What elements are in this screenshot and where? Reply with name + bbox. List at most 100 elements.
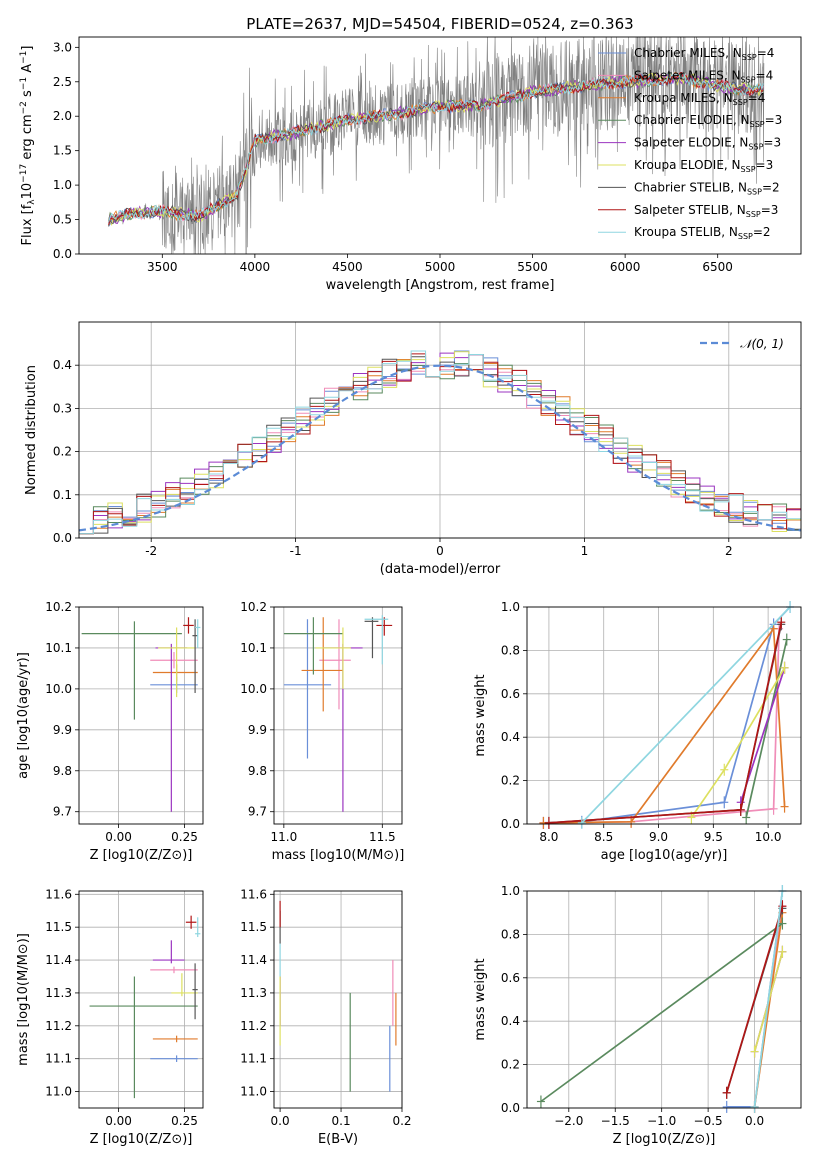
errorbar-kroupa-stelib xyxy=(195,917,201,938)
y-axis-label: mass weight xyxy=(473,958,488,1040)
y-tick-label: 11.2 xyxy=(45,1019,72,1033)
y-tick-label: 11.1 xyxy=(240,1052,267,1066)
y-tick-label: 0.2 xyxy=(53,445,72,459)
y-tick-label: 9.7 xyxy=(53,805,72,819)
mass-weight-line xyxy=(745,639,788,818)
normal-reference-curve xyxy=(78,364,802,532)
y-tick-label: 11.2 xyxy=(240,1019,267,1033)
errorbar-chabrier-stelib xyxy=(364,617,379,659)
x-axis-label: (data-model)/error xyxy=(380,562,501,577)
errorbar-salpeter-elodie xyxy=(155,643,188,812)
errorbar-kroupa-miles xyxy=(152,664,198,681)
figure-title: PLATE=2637, MJD=54504, FIBERID=0524, z=0… xyxy=(246,15,633,33)
residual-histogram-kroupa-stelib xyxy=(79,350,801,535)
y-tick-label: 0.1 xyxy=(53,488,72,502)
y-tick-label: 11.6 xyxy=(240,887,267,901)
x-tick-label: 6500 xyxy=(702,260,733,274)
errorbar-kroupa-elodie xyxy=(158,627,196,698)
errorbar-chabrier-stelib xyxy=(192,963,198,1020)
y-tick-label: 9.9 xyxy=(53,723,72,737)
x-tick-label: 4500 xyxy=(332,260,363,274)
legend-entry: Chabrier MILES, NSSP=4 xyxy=(634,46,774,62)
x-tick-label: 3500 xyxy=(147,260,178,274)
y-tick-label: 0.5 xyxy=(53,213,72,227)
y-tick-label: 0.6 xyxy=(501,687,520,701)
errorbar-chabrier-elodie xyxy=(283,617,343,675)
errorbar-chabrier-elodie xyxy=(89,976,198,1099)
x-tick-label: 6000 xyxy=(610,260,641,274)
axes-frame xyxy=(273,606,403,825)
mass-weight-line xyxy=(540,922,783,1103)
mass-weight-chabrier-elodie xyxy=(536,917,787,1108)
y-tick-label: 1.0 xyxy=(53,178,72,192)
y-tick-label: 1.0 xyxy=(501,884,520,898)
residual-histogram-chabrier-elodie xyxy=(79,363,801,535)
y-axis-label: mass [log10(M/M⊙)] xyxy=(16,933,31,1066)
y-tick-label: 11.3 xyxy=(45,986,72,1000)
x-tick-label: 8.5 xyxy=(594,830,613,844)
x-axis-label: age [log10(age/yr)] xyxy=(601,848,728,863)
age-vs-z-panel: 0.00 0.25 9.7 9.8 9.9 10.0 10.1 10.2 Z [log10(Z/… xyxy=(16,600,204,863)
y-tick-label: 10.1 xyxy=(240,641,267,655)
y-tick-label: 11.0 xyxy=(45,1085,72,1099)
errorbar-salpeter-stelib xyxy=(185,915,197,929)
y-tick-label: 9.7 xyxy=(248,805,267,819)
x-tick-label: -1 xyxy=(290,544,302,558)
y-tick-label: 11.5 xyxy=(240,920,267,934)
x-tick-label: 11.0 xyxy=(270,830,297,844)
errorbar-chabrier-elodie xyxy=(81,621,182,720)
y-tick-label: 0.6 xyxy=(501,971,520,985)
x-tick-label: 10.0 xyxy=(755,830,782,844)
mass-weight-vs-z-plot-area xyxy=(536,885,787,1113)
spectrum-panel: 3500 4000 4500 5000 5500 6000 6500 0.0 0.5 1.0 1.5… xyxy=(19,36,802,293)
mass-weight-line xyxy=(753,890,784,1108)
x-tick-label: −0.5 xyxy=(694,1114,723,1128)
model-spectrum-kroupa-stelib xyxy=(108,73,764,223)
mass-weight-line xyxy=(690,667,786,818)
axes-frame xyxy=(78,606,204,825)
mass-weight-salpeter-miles xyxy=(539,622,784,829)
mass-weight-line xyxy=(581,606,791,824)
errorbar-salpeter-miles xyxy=(319,619,351,710)
y-tick-label: 11.0 xyxy=(240,1085,267,1099)
errorbar-kroupa-stelib xyxy=(195,619,201,648)
x-tick-label: -2 xyxy=(145,544,157,558)
y-tick-label: 0.8 xyxy=(501,927,520,941)
errorbar-chabrier-stelib xyxy=(192,619,198,693)
mass-vs-ebv-plot-area xyxy=(279,900,397,1092)
x-tick-label: 0.00 xyxy=(105,1114,132,1128)
legend-entry: Salpeter STELIB, NSSP=3 xyxy=(634,203,778,219)
x-tick-label: −2.0 xyxy=(554,1114,583,1128)
legend-entry: Chabrier STELIB, NSSP=2 xyxy=(634,180,780,196)
x-tick-label: 5000 xyxy=(425,260,456,274)
errorbar-chabrier-miles xyxy=(150,676,198,693)
y-tick-label: 11.3 xyxy=(240,986,267,1000)
errorbar-salpeter-miles xyxy=(150,652,198,669)
x-axis-label: Z [log10(Z/Z⊙)] xyxy=(613,1132,716,1147)
y-tick-label: 0.0 xyxy=(53,531,72,545)
legend-entry: Chabrier ELODIE, NSSP=3 xyxy=(634,113,782,129)
axes-frame xyxy=(526,606,802,825)
legend-entry: Kroupa MILES, NSSP=4 xyxy=(634,91,765,107)
age-vs-mass-panel: 11.0 11.5 9.7 9.8 9.9 10.0 10.1 10.2 mass [log10… xyxy=(240,600,404,863)
mass-weight-kroupa-miles xyxy=(750,906,787,1113)
x-tick-label: 0.25 xyxy=(171,830,198,844)
y-tick-label: 10.0 xyxy=(45,682,72,696)
y-tick-label: 10.2 xyxy=(45,600,72,614)
spectrum-legend: Chabrier MILES, NSSP=4 Salpeter MILES, NS… xyxy=(598,46,782,241)
errorbar-kroupa-miles xyxy=(152,1035,198,1043)
mass-weight-vs-age-panel: 8.0 8.5 9.0 9.5 10.0 0.0 0.2 0.4 0.6 0.8 1.0 age [l… xyxy=(473,600,802,863)
y-tick-label: 0.0 xyxy=(501,817,520,831)
y-tick-label: 11.1 xyxy=(45,1052,72,1066)
errorbar-kroupa-miles xyxy=(301,617,343,712)
errorbar-salpeter-elodie xyxy=(152,940,185,964)
errorbar-salpeter-stelib xyxy=(183,617,194,634)
y-tick-label: 9.8 xyxy=(248,764,267,778)
x-tick-label: 0.1 xyxy=(332,1114,351,1128)
spectrum-plot-area xyxy=(108,37,765,254)
x-tick-label: 4000 xyxy=(240,260,271,274)
y-tick-label: 0.8 xyxy=(501,643,520,657)
y-axis-label: Normed distribution xyxy=(24,365,39,495)
x-tick-label: 0.00 xyxy=(105,830,132,844)
x-tick-label: 2 xyxy=(725,544,733,558)
